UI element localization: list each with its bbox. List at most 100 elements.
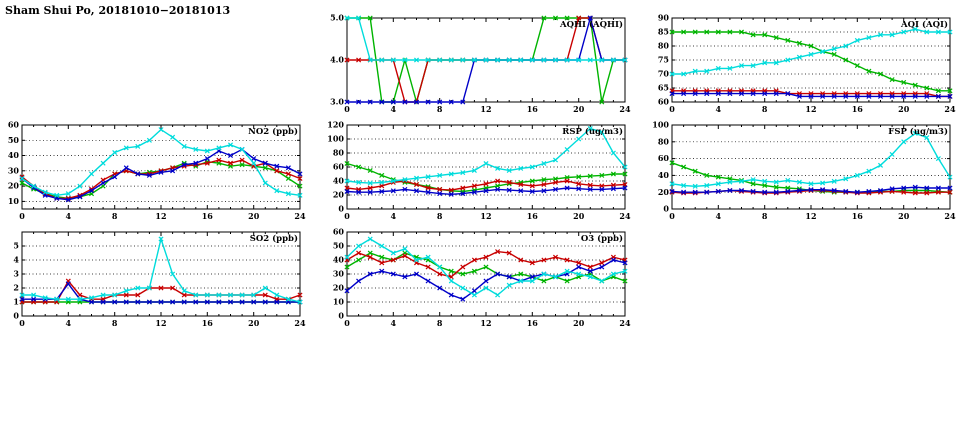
svg-text:24: 24 xyxy=(944,104,956,114)
svg-text:20: 20 xyxy=(248,318,260,328)
svg-text:20: 20 xyxy=(573,211,585,221)
svg-text:4: 4 xyxy=(391,211,397,221)
svg-text:5: 5 xyxy=(13,241,19,251)
chart-canvas: 60 65 70 75 80 85 90 0 4 8 12 16 20 24 AQI (AQI) xyxy=(658,13,956,114)
svg-text:4: 4 xyxy=(716,104,722,114)
svg-text:60: 60 xyxy=(8,121,20,130)
svg-text:8: 8 xyxy=(437,318,443,328)
svg-text:85: 85 xyxy=(658,27,669,37)
svg-text:AQHI (AQHI): AQHI (AQHI) xyxy=(559,19,623,30)
svg-text:4: 4 xyxy=(66,211,72,221)
svg-text:10: 10 xyxy=(333,297,345,307)
svg-text:24: 24 xyxy=(619,318,631,328)
svg-text:4: 4 xyxy=(66,318,72,328)
svg-text:0: 0 xyxy=(19,318,25,328)
svg-text:24: 24 xyxy=(619,211,631,221)
svg-text:20: 20 xyxy=(333,190,345,200)
svg-text:90: 90 xyxy=(658,14,670,23)
svg-text:8: 8 xyxy=(762,211,768,221)
svg-text:8: 8 xyxy=(112,211,118,221)
svg-text:0: 0 xyxy=(344,318,350,328)
svg-text:80: 80 xyxy=(658,41,670,51)
svg-text:20: 20 xyxy=(8,181,20,191)
svg-text:0: 0 xyxy=(669,211,675,221)
svg-text:0: 0 xyxy=(344,104,350,114)
svg-text:24: 24 xyxy=(294,318,306,328)
svg-text:4: 4 xyxy=(716,211,722,221)
chart-canvas: 0 10 20 30 40 50 60 0 4 8 12 16 20 24 O3 (ppb) xyxy=(333,227,631,328)
svg-text:60: 60 xyxy=(333,162,345,172)
svg-text:16: 16 xyxy=(527,318,539,328)
page-title: Sham Shui Po, 20181010−20181013 xyxy=(5,4,231,17)
svg-text:AQI (AQI): AQI (AQI) xyxy=(900,19,948,30)
svg-text:80: 80 xyxy=(658,136,670,146)
svg-text:8: 8 xyxy=(437,104,443,114)
svg-text:8: 8 xyxy=(437,211,443,221)
chart-so2: 0 1 2 3 4 5 0 4 8 12 16 20 24 SO2 (ppb) xyxy=(0,228,306,332)
svg-text:0: 0 xyxy=(663,204,669,214)
svg-text:16: 16 xyxy=(852,104,864,114)
svg-text:12: 12 xyxy=(155,318,166,328)
svg-text:24: 24 xyxy=(619,104,631,114)
svg-text:120: 120 xyxy=(327,121,344,130)
svg-text:20: 20 xyxy=(573,104,585,114)
svg-text:RSP (ug/m3): RSP (ug/m3) xyxy=(562,126,623,137)
svg-text:0: 0 xyxy=(344,211,350,221)
svg-text:1: 1 xyxy=(13,297,19,307)
svg-text:40: 40 xyxy=(658,170,670,180)
svg-text:65: 65 xyxy=(658,83,669,93)
svg-text:4: 4 xyxy=(391,318,397,328)
svg-text:80: 80 xyxy=(333,148,345,158)
svg-text:16: 16 xyxy=(852,211,864,221)
svg-text:60: 60 xyxy=(333,228,345,237)
svg-text:24: 24 xyxy=(294,211,306,221)
svg-text:20: 20 xyxy=(573,318,585,328)
svg-text:4: 4 xyxy=(391,104,397,114)
svg-text:4.0: 4.0 xyxy=(330,55,344,65)
svg-text:20: 20 xyxy=(333,283,345,293)
svg-text:SO2 (ppb): SO2 (ppb) xyxy=(250,233,298,244)
svg-text:12: 12 xyxy=(480,104,491,114)
chart-canvas: 10 20 30 40 50 60 0 4 8 12 16 20 24 NO2 (ppb) xyxy=(8,120,306,221)
svg-text:10: 10 xyxy=(8,196,20,206)
chart-rsp: 0 20 40 60 80 100 120 0 4 8 12 16 20 24 RSP (ug/m3) xyxy=(325,120,631,225)
svg-text:NO2 (ppb): NO2 (ppb) xyxy=(248,126,298,137)
svg-text:O3 (ppb): O3 (ppb) xyxy=(581,233,623,244)
svg-text:8: 8 xyxy=(112,318,118,328)
svg-text:50: 50 xyxy=(8,135,20,145)
svg-text:30: 30 xyxy=(8,165,20,175)
svg-text:60: 60 xyxy=(658,97,670,107)
chart-canvas: 3.0 4.0 5.0 0 4 8 12 16 20 24 AQHI (AQHI) xyxy=(330,13,631,114)
svg-text:FSP (ug/m3): FSP (ug/m3) xyxy=(888,126,948,137)
svg-text:20: 20 xyxy=(658,187,670,197)
svg-text:12: 12 xyxy=(805,104,816,114)
svg-text:30: 30 xyxy=(333,269,345,279)
svg-text:5.0: 5.0 xyxy=(330,14,344,23)
svg-text:2: 2 xyxy=(13,283,19,293)
chart-aqhi: 3.0 4.0 5.0 0 4 8 12 16 20 24 AQHI (AQHI) xyxy=(325,13,631,118)
svg-text:40: 40 xyxy=(8,150,20,160)
svg-text:12: 12 xyxy=(480,211,491,221)
svg-text:50: 50 xyxy=(333,241,345,251)
svg-text:24: 24 xyxy=(944,211,956,221)
chart-o3: 0 10 20 30 40 50 60 0 4 8 12 16 20 24 O3 (ppb) xyxy=(325,227,631,332)
svg-text:0: 0 xyxy=(338,311,344,321)
svg-text:12: 12 xyxy=(155,211,166,221)
svg-text:20: 20 xyxy=(898,104,910,114)
svg-text:40: 40 xyxy=(333,176,345,186)
chart-canvas: 0 20 40 60 80 100 0 4 8 12 16 20 24 FSP (ug/m3) xyxy=(652,120,956,221)
svg-text:20: 20 xyxy=(898,211,910,221)
svg-text:70: 70 xyxy=(658,69,670,79)
svg-text:0: 0 xyxy=(669,104,675,114)
svg-text:40: 40 xyxy=(333,255,345,265)
svg-text:100: 100 xyxy=(652,121,669,130)
svg-text:4: 4 xyxy=(13,255,19,265)
svg-text:16: 16 xyxy=(202,211,214,221)
svg-text:0: 0 xyxy=(338,204,344,214)
svg-text:75: 75 xyxy=(658,55,669,65)
svg-text:16: 16 xyxy=(527,211,539,221)
svg-text:12: 12 xyxy=(480,318,491,328)
chart-fsp: 0 20 40 60 80 100 0 4 8 12 16 20 24 FSP (ug/m3) xyxy=(650,120,956,225)
